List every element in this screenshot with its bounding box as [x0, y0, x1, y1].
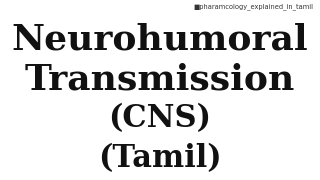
Text: Neurohumoral: Neurohumoral [12, 23, 308, 57]
Text: (Tamil): (Tamil) [98, 143, 222, 174]
Text: Transmission: Transmission [25, 62, 295, 96]
Text: (CNS): (CNS) [108, 103, 212, 134]
Text: ■pharamcology_explained_in_tamil: ■pharamcology_explained_in_tamil [194, 4, 314, 10]
